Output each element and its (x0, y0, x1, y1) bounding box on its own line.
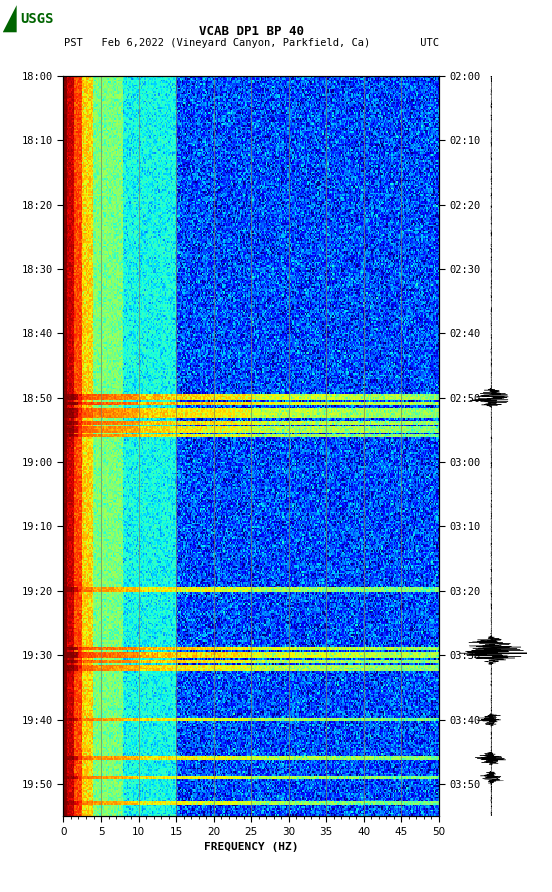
Text: PST   Feb 6,2022 (Vineyard Canyon, Parkfield, Ca)        UTC: PST Feb 6,2022 (Vineyard Canyon, Parkfie… (63, 38, 439, 48)
Text: USGS: USGS (20, 12, 53, 26)
Text: VCAB DP1 BP 40: VCAB DP1 BP 40 (199, 25, 304, 38)
Polygon shape (3, 5, 17, 32)
X-axis label: FREQUENCY (HZ): FREQUENCY (HZ) (204, 842, 299, 852)
